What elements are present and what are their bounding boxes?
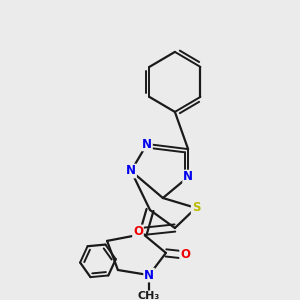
Text: O: O [180, 248, 190, 262]
Text: CH₃: CH₃ [138, 291, 160, 300]
Text: N: N [142, 137, 152, 151]
Text: N: N [144, 268, 154, 282]
Text: N: N [126, 164, 136, 178]
Text: O: O [133, 225, 143, 239]
Text: S: S [192, 201, 200, 214]
Text: N: N [183, 170, 193, 184]
